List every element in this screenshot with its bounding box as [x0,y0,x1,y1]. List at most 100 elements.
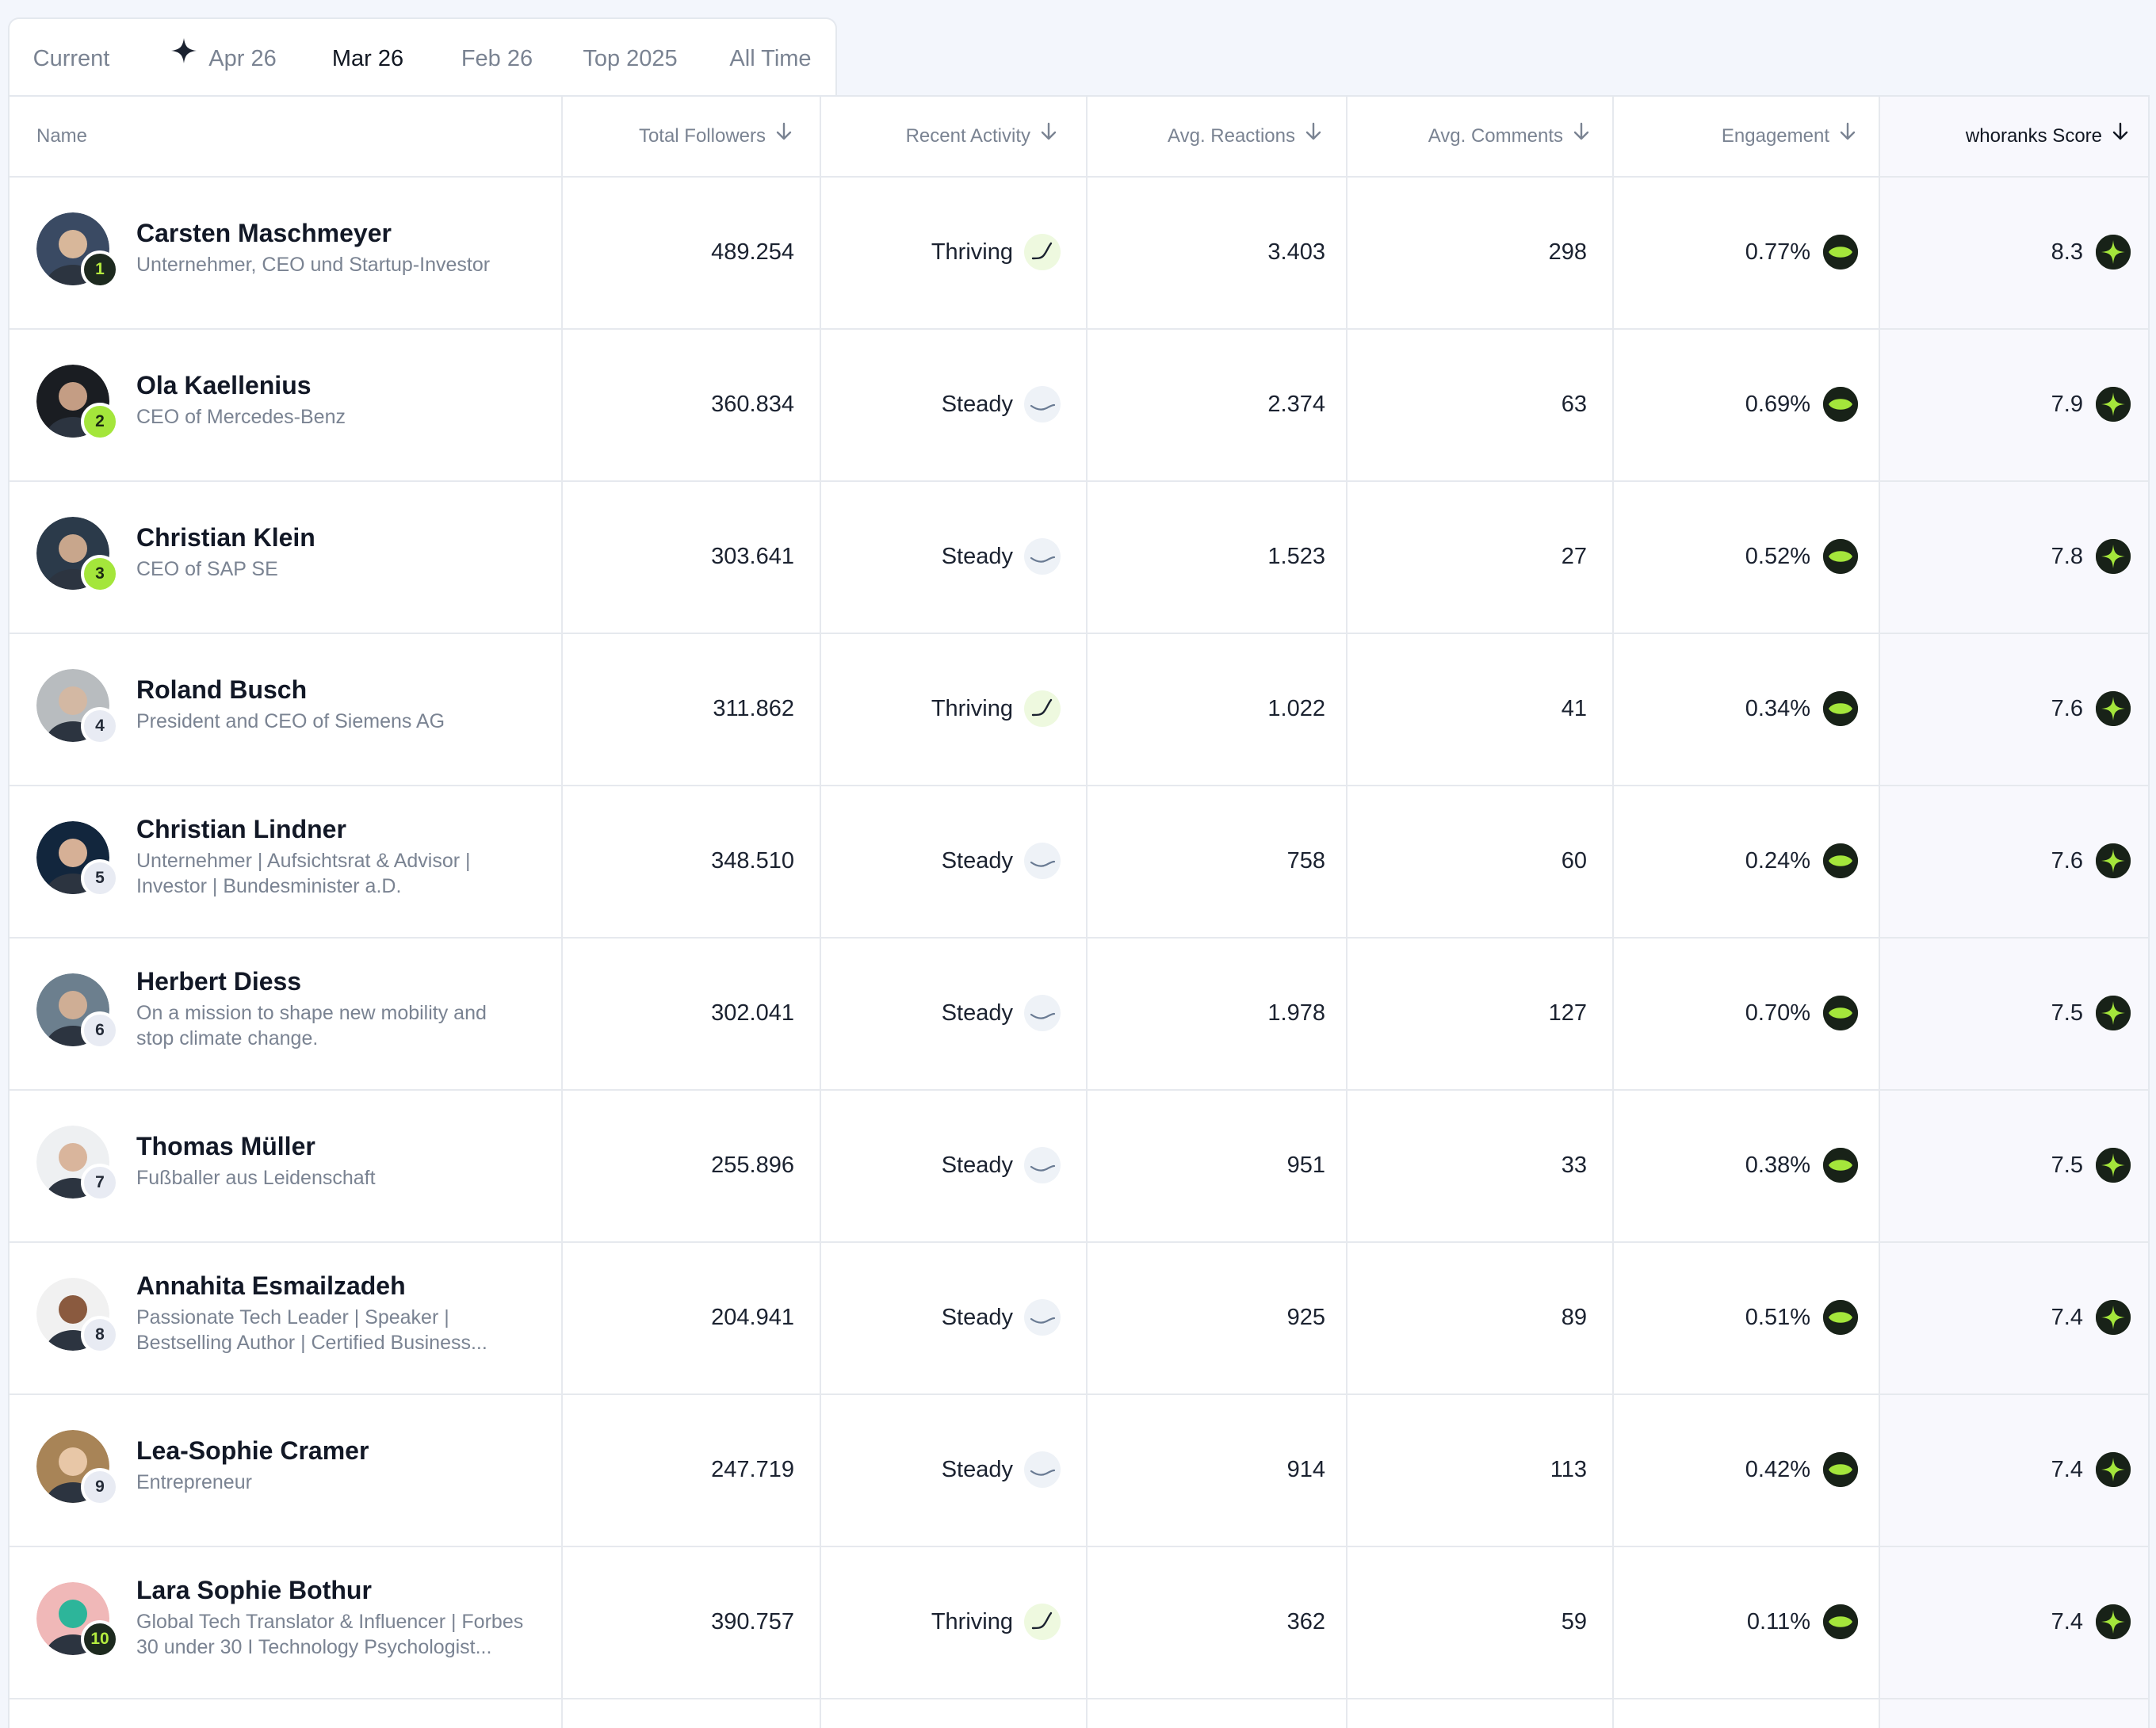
reactions-value: 914 [1286,1457,1325,1482]
person-name[interactable]: Thomas Müller [136,1132,315,1160]
activity-label: Thriving [931,239,1013,265]
tab-current[interactable]: Current [22,19,120,98]
activity-label: Steady [941,392,1013,417]
trend-flat-icon [1024,995,1061,1031]
engagement-eye-icon [1823,996,1858,1030]
engagement-value: 0.38% [1745,1153,1810,1178]
engagement-eye-icon [1823,387,1858,422]
column-divider [561,97,563,1728]
score-sparkle-icon [2096,1300,2131,1335]
score-sparkle-icon [2096,1604,2131,1639]
person-name[interactable]: Christian Lindner [136,815,346,843]
table-row[interactable]: 8 Annahita Esmailzadeh Passionate Tech Lea… [10,1241,2148,1393]
rank-badge: 7 [81,1164,119,1202]
tab-label: Mar 26 [331,46,404,71]
followers-value: 311.862 [713,696,794,721]
column-divider [1879,97,1880,1728]
activity-label: Steady [941,1305,1013,1330]
engagement-value: 0.24% [1745,848,1810,874]
person-name[interactable]: Christian Klein [136,523,315,552]
tab-label: Top 2025 [583,46,678,71]
person-headline: Global Tech Translator & Influencer | Fo… [136,1611,524,1633]
person-headline: Investor | Bundesminister a.D. [136,875,402,897]
column-header-engagement[interactable]: Engagement [1627,97,1856,176]
row-divider [10,1089,2148,1091]
person-name[interactable]: Herbert Diess [136,967,302,996]
rank-badge: 10 [81,1620,119,1658]
table-row[interactable]: 4 Roland Busch President and CEO of Siemen… [10,633,2148,785]
engagement-eye-icon [1823,691,1858,726]
period-tabs: Current Apr 26 Mar 26 Feb 26 Top 2025 All Tim… [8,17,837,98]
engagement-eye-icon [1823,1604,1858,1639]
person-name[interactable]: Annahita Esmailzadeh [136,1271,406,1300]
score-sparkle-icon [2096,1452,2131,1487]
table-row[interactable]: 10 Lara Sophie Bothur Global Tech Translat… [10,1546,2148,1698]
person-name[interactable]: Lara Sophie Bothur [136,1576,372,1604]
score-value: 7.5 [2051,1153,2083,1178]
trend-flat-icon [1024,1299,1061,1336]
table-header: Name Total Followers Recent Activity Avg… [10,97,2148,176]
comments-value: 63 [1561,392,1587,417]
comments-value: 59 [1561,1609,1587,1634]
score-value: 7.9 [2051,392,2083,417]
reactions-value: 925 [1286,1305,1325,1330]
column-header-activity[interactable]: Recent Activity [829,97,1057,176]
engagement-eye-icon [1823,1148,1858,1183]
table-row[interactable]: 7 Thomas Müller Fußballer aus Leidenschaft… [10,1089,2148,1241]
person-headline: Unternehmer | Aufsichtsrat & Advisor | [136,850,471,872]
reactions-value: 951 [1286,1153,1325,1178]
comments-value: 113 [1550,1457,1587,1482]
score-value: 7.8 [2051,544,2083,569]
engagement-value: 0.34% [1745,696,1810,721]
row-divider [10,633,2148,634]
followers-value: 390.757 [711,1609,794,1634]
sort-arrow-icon [775,97,793,175]
table-row[interactable]: 9 Lea-Sophie Cramer Entrepreneur 247.719 Ste… [10,1393,2148,1546]
person-name[interactable]: Lea-Sophie Cramer [136,1436,369,1465]
column-header-score[interactable]: whoranks Score [1896,97,2129,176]
table-row[interactable]: 2 Ola Kaellenius CEO of Mercedes-Benz 360.8… [10,328,2148,480]
table-row[interactable]: 6 Herbert Diess On a mission to shape new … [10,937,2148,1089]
activity-label: Steady [941,848,1013,874]
score-sparkle-icon [2096,235,2131,270]
rank-badge: 6 [81,1011,119,1049]
score-sparkle-icon [2096,387,2131,422]
column-header-reactions[interactable]: Avg. Reactions [1095,97,1322,176]
comments-value: 127 [1548,1000,1587,1026]
table-row[interactable]: 5 Christian Lindner Unternehmer | Aufsicht… [10,785,2148,937]
followers-value: 255.896 [711,1153,794,1178]
score-value: 7.5 [2051,1000,2083,1026]
table-row[interactable]: 3 Christian Klein CEO of SAP SE 303.641 Stea… [10,480,2148,633]
sort-arrow-icon [1573,97,1590,175]
person-name[interactable]: Roland Busch [136,675,308,704]
trend-flat-icon [1024,1147,1061,1183]
tab-apr-26[interactable]: Apr 26 [152,19,295,98]
tab-feb-26[interactable]: Feb 26 [447,19,547,98]
comments-value: 41 [1561,696,1587,721]
tab-all-time[interactable]: All Time [713,19,828,98]
rank-badge: 3 [81,555,119,593]
tab-top-2025[interactable]: Top 2025 [568,19,693,98]
score-value: 7.6 [2051,696,2083,721]
tab-mar-26[interactable]: Mar 26 [301,19,434,98]
column-header-comments[interactable]: Avg. Comments [1357,97,1590,176]
rank-badge: 2 [81,403,119,441]
activity-label: Steady [941,1457,1013,1482]
reactions-value: 1.978 [1267,1000,1325,1026]
column-header-name: Name [36,125,88,147]
person-headline: Passionate Tech Leader | Speaker | [136,1306,449,1328]
sort-arrow-icon [1040,97,1057,175]
column-header-followers[interactable]: Total Followers [571,97,793,176]
score-value: 7.4 [2051,1305,2083,1330]
row-divider [10,328,2148,330]
rank-badge: 5 [81,859,119,897]
sort-arrow-icon [1839,97,1856,175]
score-value: 8.3 [2051,239,2083,265]
column-divider [1086,97,1088,1728]
person-name[interactable]: Ola Kaellenius [136,371,312,400]
row-divider [10,1241,2148,1243]
reactions-value: 2.374 [1267,392,1325,417]
table-row[interactable]: 1 Carsten Maschmeyer Unternehmer, CEO und … [10,176,2148,328]
person-name[interactable]: Carsten Maschmeyer [136,219,392,247]
person-headline: President and CEO of Siemens AG [136,710,445,732]
